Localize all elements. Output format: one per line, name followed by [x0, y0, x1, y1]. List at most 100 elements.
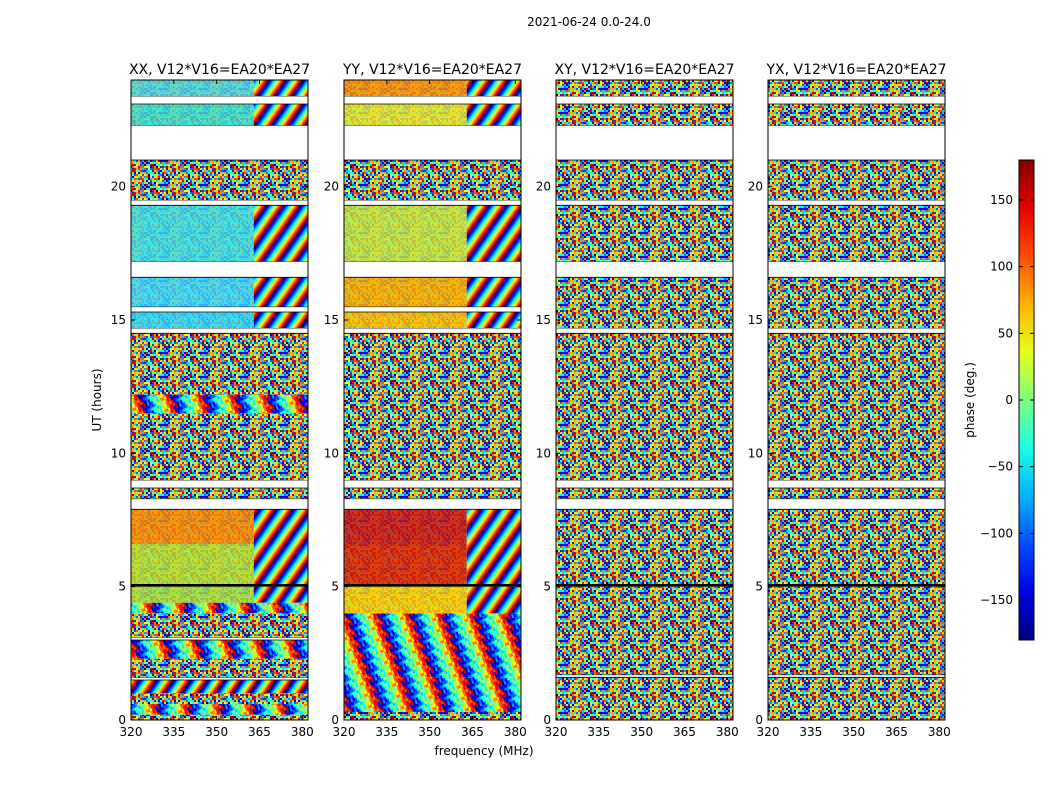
y-tick-label: 10: [748, 446, 763, 460]
colorbar-tick-label: −150: [980, 593, 1013, 607]
x-tick-label: 320: [333, 725, 356, 739]
phase-band: [131, 96, 308, 104]
phase-band: [556, 200, 733, 206]
colorbar-tick-label: −100: [980, 526, 1013, 540]
figure-title: 2021-06-24 0.0-24.0: [527, 15, 651, 29]
y-tick-label: 5: [118, 580, 126, 594]
phase-band-fringe: [253, 80, 308, 96]
x-tick-label: 350: [630, 725, 653, 739]
colorbar-label: phase (deg.): [963, 362, 977, 438]
x-tick-label: 335: [162, 725, 185, 739]
heatmap-panel-2: YY, V12*V16=EA20*EA27 320 335 350 365 380 0 5 10…: [324, 62, 527, 739]
y-tick-label: 20: [748, 180, 763, 194]
phase-band: [556, 205, 733, 262]
x-tick-label: 380: [716, 725, 739, 739]
phase-band-speckle: [131, 277, 254, 307]
phase-band: [131, 480, 308, 488]
phase-band: [556, 584, 733, 587]
phase-band: [556, 498, 733, 510]
phase-band: [131, 306, 308, 312]
phase-band-fringe: [466, 277, 521, 307]
phase-band: [344, 333, 521, 480]
phase-band-fringe: [253, 277, 308, 307]
phase-band: [556, 333, 733, 480]
x-tick-label: 350: [842, 725, 865, 739]
x-tick-label: 320: [757, 725, 780, 739]
phase-band-speckle: [344, 104, 467, 126]
x-tick-label: 335: [799, 725, 822, 739]
phase-band: [768, 205, 945, 262]
phase-band: [556, 160, 733, 200]
x-tick-label: 365: [248, 725, 271, 739]
phase-band-fringe: [466, 205, 521, 262]
phase-band-fringe: [466, 509, 521, 544]
x-tick-label: 380: [928, 725, 951, 739]
phase-band: [768, 104, 945, 126]
phase-band: [131, 714, 308, 720]
phase-band: [131, 200, 308, 206]
phase-band: [131, 637, 308, 640]
x-axis-label: frequency (MHz): [434, 744, 533, 758]
phase-band: [556, 586, 733, 675]
phase-band: [131, 704, 308, 715]
phase-band: [768, 328, 945, 334]
phase-band-fringe: [253, 312, 308, 328]
panel-frame: [555, 79, 734, 721]
phase-band: [768, 160, 945, 200]
phase-band: [768, 333, 945, 480]
phase-band: [344, 488, 521, 499]
y-axis-label: UT (hours): [90, 368, 104, 431]
phase-band: [131, 413, 308, 480]
phase-band-fringe: [466, 104, 521, 126]
y-tick-label: 0: [118, 713, 126, 727]
phase-band: [768, 277, 945, 328]
phase-band: [768, 586, 945, 675]
phase-band: [131, 333, 308, 395]
y-tick-label: 20: [111, 180, 126, 194]
phase-band-fringe: [466, 544, 521, 584]
phase-band: [344, 160, 521, 200]
phase-band-fringe: [253, 104, 308, 126]
phase-band: [344, 200, 521, 206]
heatmap-panel-3: XY, V12*V16=EA20*EA27 320 335 350 365 380 0 5 10…: [536, 62, 739, 739]
x-tick-label: 365: [461, 725, 484, 739]
phase-band: [131, 680, 308, 694]
phase-band-fringe: [253, 586, 308, 603]
panel-frame: [130, 79, 309, 721]
phase-band: [344, 584, 521, 587]
colorbar-tick-label: −50: [988, 460, 1013, 474]
phase-band: [344, 613, 521, 678]
x-tick-label: 320: [545, 725, 568, 739]
heatmap-panel-4: YX, V12*V16=EA20*EA27 320 335 350 365 380 0 5 10…: [748, 62, 951, 739]
phase-band: [556, 277, 733, 328]
phase-band: [556, 80, 733, 96]
phase-band: [556, 480, 733, 488]
phase-band: [556, 677, 733, 720]
x-tick-label: 380: [504, 725, 527, 739]
y-tick-label: 5: [543, 580, 551, 594]
phase-band: [344, 712, 521, 720]
phase-band: [344, 480, 521, 488]
y-tick-label: 15: [536, 313, 551, 327]
phase-band: [131, 125, 308, 160]
phase-band-speckle: [131, 544, 254, 584]
phase-band: [131, 394, 308, 414]
phase-band-speckle: [344, 205, 467, 262]
colorbar-tick-label: 150: [990, 193, 1013, 207]
phase-band-fringe: [253, 509, 308, 544]
phase-band: [344, 306, 521, 312]
y-tick-label: 0: [331, 713, 339, 727]
panel-frame: [343, 79, 522, 721]
x-tick-label: 320: [120, 725, 143, 739]
phase-band: [131, 498, 308, 510]
phase-band-fringe: [466, 586, 521, 614]
phase-band: [556, 261, 733, 278]
phase-band: [344, 96, 521, 104]
panels-group: XX, V12*V16=EA20*EA27 320 335 350 365 380 0 5 10…: [111, 62, 951, 739]
phase-band-fringe: [466, 312, 521, 328]
phase-band: [768, 80, 945, 96]
phase-band-speckle: [131, 586, 254, 603]
y-tick-label: 0: [755, 713, 763, 727]
panel-title: YX, V12*V16=EA20*EA27: [765, 62, 946, 78]
phase-band-speckle: [131, 104, 254, 126]
